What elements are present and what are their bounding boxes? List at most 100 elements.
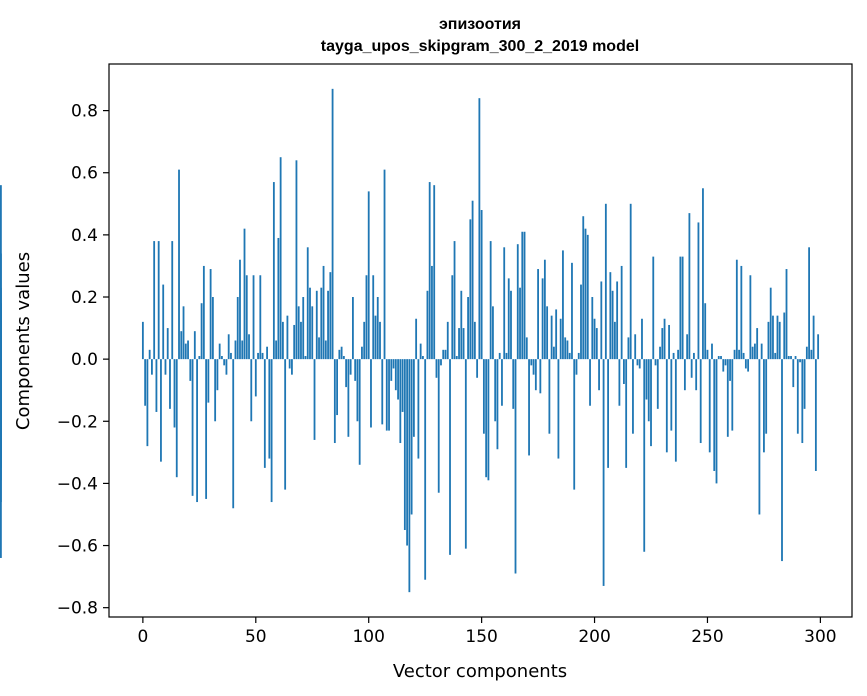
bar <box>345 359 348 388</box>
bar <box>243 228 246 360</box>
bar <box>814 359 817 471</box>
bar <box>503 247 506 360</box>
bar <box>774 352 777 360</box>
x-tick-label: 50 <box>245 627 267 647</box>
bar <box>376 297 379 360</box>
bar <box>221 356 223 360</box>
bar <box>446 321 449 360</box>
bar <box>408 359 411 593</box>
bar <box>363 321 366 360</box>
bar <box>690 359 693 378</box>
bar <box>494 359 497 422</box>
bar <box>516 244 519 360</box>
bar <box>313 359 316 440</box>
y-tick-label: −0.2 <box>57 412 98 432</box>
bar <box>634 334 637 360</box>
bar <box>478 98 481 360</box>
bar <box>772 315 774 360</box>
bar <box>270 359 273 503</box>
bar <box>677 349 680 360</box>
bar <box>331 88 334 360</box>
bar <box>349 359 352 375</box>
bar <box>300 321 302 360</box>
bar <box>620 265 623 360</box>
bar <box>336 359 338 416</box>
bar <box>776 315 779 360</box>
bar <box>636 359 639 366</box>
bar <box>758 359 761 515</box>
bar <box>510 290 512 360</box>
bar <box>473 321 476 360</box>
bar <box>236 297 239 360</box>
bar <box>365 275 368 360</box>
bar <box>216 359 219 391</box>
bar <box>778 321 781 360</box>
bar <box>218 343 221 360</box>
bar <box>753 343 756 360</box>
bar <box>794 356 797 360</box>
bar <box>205 359 208 499</box>
bar <box>141 321 144 360</box>
y-tick-label: 0.0 <box>71 350 98 370</box>
bar <box>467 297 469 360</box>
bar <box>214 359 217 422</box>
bar <box>0 253 2 360</box>
bar <box>329 272 332 360</box>
bar <box>514 359 517 574</box>
bar <box>462 328 465 360</box>
bar <box>552 346 555 360</box>
bar <box>681 256 684 360</box>
bar <box>211 297 214 360</box>
bar <box>288 359 291 369</box>
y-axis: −0.8 −0.6 −0.4 −0.2 0.0 0.2 0.4 0.6 0.8 <box>57 102 109 619</box>
bar <box>193 331 196 360</box>
x-tick-label: 250 <box>691 627 723 647</box>
chart-title: эпизоотия <box>439 16 521 33</box>
bar <box>227 334 230 360</box>
bar <box>796 359 799 434</box>
bar <box>803 359 806 409</box>
bar <box>521 231 524 360</box>
bar <box>641 318 643 360</box>
bar <box>367 191 370 360</box>
bar <box>180 331 183 360</box>
bar <box>724 359 727 366</box>
bar <box>575 359 578 375</box>
bar <box>738 349 740 360</box>
bar <box>507 278 510 360</box>
bar <box>241 340 244 360</box>
bar <box>487 359 490 481</box>
bar <box>358 359 361 465</box>
bar <box>372 275 375 360</box>
bar <box>683 359 686 391</box>
bar <box>252 275 255 360</box>
bar <box>661 328 664 360</box>
bar <box>498 352 501 360</box>
bar <box>315 290 318 360</box>
bar <box>769 287 772 360</box>
bar <box>354 359 357 381</box>
bar <box>672 352 675 360</box>
bar <box>338 349 341 360</box>
bar <box>729 359 731 381</box>
bar <box>785 269 788 360</box>
bar <box>726 359 729 437</box>
bar <box>324 340 327 360</box>
bar <box>437 359 440 493</box>
bar <box>715 359 718 484</box>
bar <box>790 356 792 360</box>
bar <box>460 290 463 360</box>
bar <box>731 359 734 431</box>
bar <box>370 359 372 428</box>
bar <box>207 359 210 403</box>
bar <box>175 359 178 478</box>
bar <box>412 359 415 437</box>
bar <box>397 359 399 400</box>
bar <box>309 287 311 360</box>
bar <box>182 306 185 360</box>
bar <box>444 349 447 360</box>
bar <box>476 359 479 378</box>
bar <box>717 356 720 360</box>
bar <box>435 359 438 378</box>
bar <box>589 359 591 406</box>
